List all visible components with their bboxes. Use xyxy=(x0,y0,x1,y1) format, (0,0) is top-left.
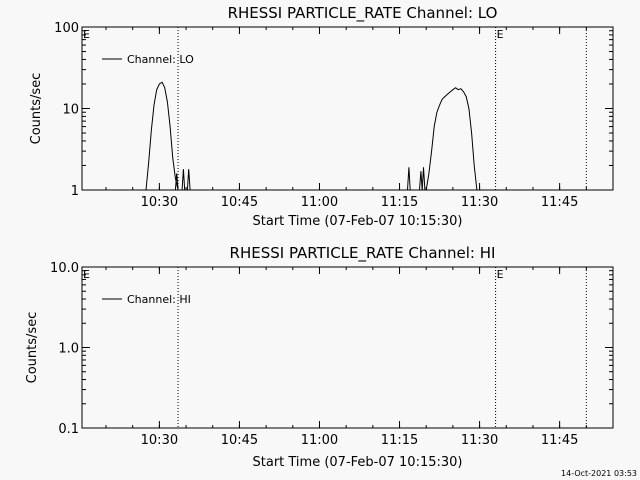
panel-2-y-tick-label: 1.0 xyxy=(58,342,79,357)
panel-2-ylabel: Counts/sec xyxy=(25,312,40,384)
panel-1-y-tick-label: 100 xyxy=(54,21,79,36)
panel-1-x-tick-label: 10:45 xyxy=(221,195,258,210)
panel-1-x-tick-label: 11:45 xyxy=(541,195,578,210)
panel-1-series-line xyxy=(181,169,186,191)
panel-2-x-tick-label: 11:45 xyxy=(541,433,578,448)
panel-2-x-tick-label: 10:45 xyxy=(221,433,258,448)
panel-2-x-tick-label: 11:30 xyxy=(461,433,498,448)
panel-2-title: RHESSI PARTICLE_RATE Channel: HI xyxy=(230,244,496,263)
panel-1-series-line xyxy=(186,169,191,191)
panel-1-x-tick-label: 11:15 xyxy=(381,195,418,210)
panel-1-legend-label: Channel: LO xyxy=(127,53,194,66)
panel-1-series-line xyxy=(407,167,411,191)
panel-2-legend-label: Channel: HI xyxy=(127,293,191,306)
panel-2-marker-label: E xyxy=(497,268,504,281)
panel-1-title: RHESSI PARTICLE_RATE Channel: LO xyxy=(228,4,498,23)
panel-1-x-tick-label: 10:30 xyxy=(141,195,178,210)
panel-2-y-tick-label: 0.1 xyxy=(58,422,79,437)
panel-1-series-line xyxy=(419,171,423,191)
panel-2-y-tick-label: 10.0 xyxy=(50,261,79,276)
panel-1-series-line xyxy=(421,167,426,191)
panel-1-x-tick-label: 11:30 xyxy=(461,195,498,210)
panel-2-x-tick-label: 11:00 xyxy=(301,433,338,448)
panel-1-y-tick-label: 10 xyxy=(62,103,79,118)
panel-2-x-tick-label: 10:30 xyxy=(141,433,178,448)
panel-1-series-line xyxy=(145,81,179,191)
footer-timestamp: 14-Oct-2021 03:53 xyxy=(561,469,637,478)
panel-1-series-line xyxy=(174,173,179,191)
panel-1-ylabel: Counts/sec xyxy=(29,73,44,145)
panel-2-x-tick-label: 11:15 xyxy=(381,433,418,448)
panel-1-series-line xyxy=(425,87,478,191)
panel-2-marker-label: E xyxy=(83,268,90,281)
panel-1-x-tick-label: 11:00 xyxy=(301,195,338,210)
panel-1-marker-label: E xyxy=(83,28,90,41)
panel-1-marker-label: E xyxy=(497,28,504,41)
panel-1-y-tick-label: 1 xyxy=(71,184,79,199)
panel-1-xlabel: Start Time (07-Feb-07 10:15:30) xyxy=(253,214,463,229)
panel-2-xlabel: Start Time (07-Feb-07 10:15:30) xyxy=(253,455,463,470)
